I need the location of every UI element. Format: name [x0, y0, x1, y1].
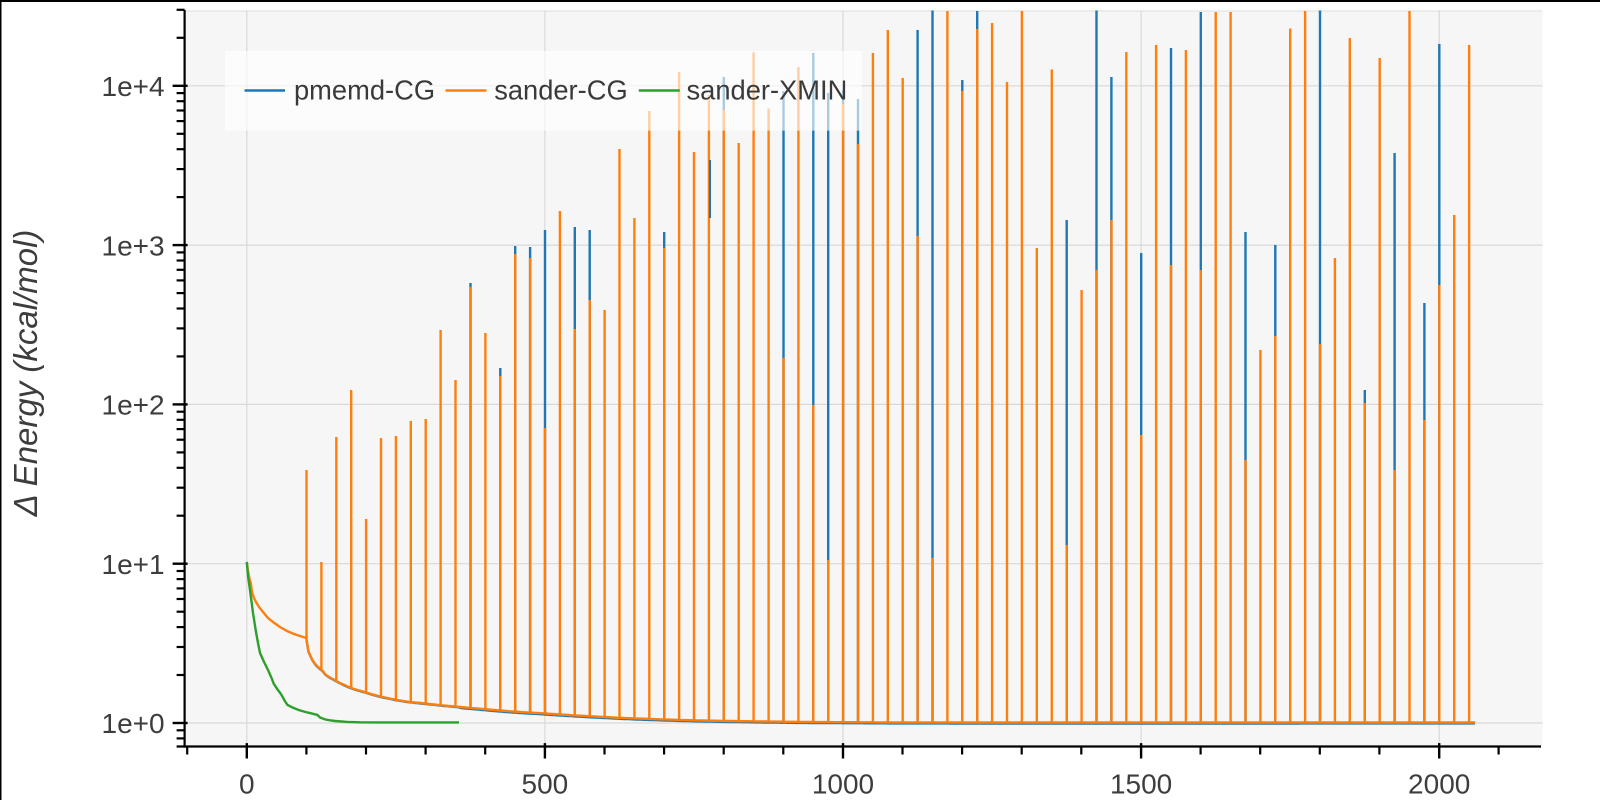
- svg-text:1000: 1000: [812, 768, 874, 799]
- svg-text:1e+0: 1e+0: [102, 708, 165, 739]
- svg-text:Δ Energy (kcal/mol): Δ Energy (kcal/mol): [7, 230, 44, 518]
- svg-text:1e+1: 1e+1: [102, 549, 165, 580]
- svg-text:pmemd-CG: pmemd-CG: [294, 75, 435, 106]
- svg-text:sander-XMIN: sander-XMIN: [687, 75, 848, 106]
- svg-text:2000: 2000: [1408, 768, 1470, 799]
- svg-text:0: 0: [239, 768, 255, 799]
- svg-text:1e+4: 1e+4: [102, 71, 165, 102]
- svg-text:1500: 1500: [1110, 768, 1172, 799]
- svg-text:1e+3: 1e+3: [102, 230, 165, 261]
- svg-text:sander-CG: sander-CG: [494, 75, 628, 106]
- svg-text:500: 500: [522, 768, 569, 799]
- svg-text:1e+2: 1e+2: [102, 390, 165, 421]
